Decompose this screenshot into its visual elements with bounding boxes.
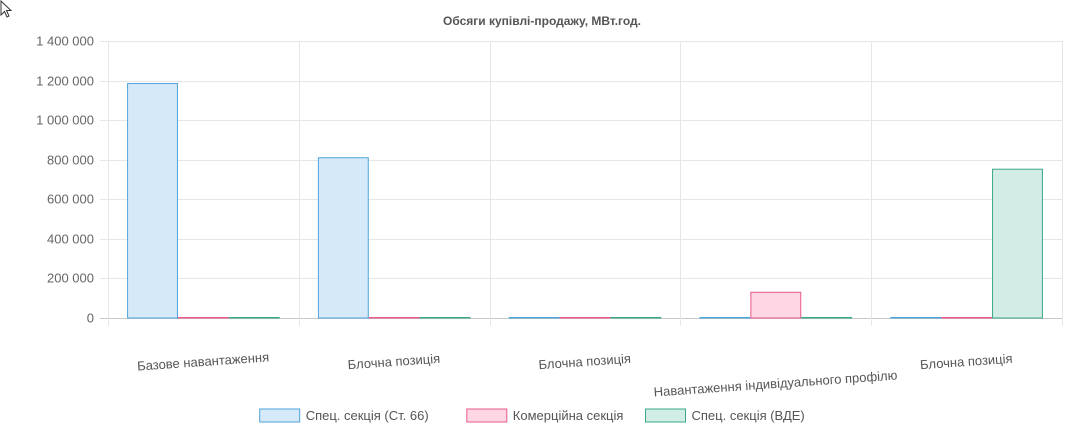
- bar: [177, 317, 229, 319]
- bars: [127, 83, 1043, 319]
- x-tick-label: Блочна позиція: [920, 351, 1013, 372]
- chart-title: Обсяги купівлі-продажу, МВт.год.: [443, 14, 641, 28]
- y-tick-label: 400 000: [47, 232, 94, 247]
- y-axis: 0 200 000 400 000 600 000 800 000 1 000 000 1 …: [36, 34, 94, 326]
- y-tick-label: 1 200 000: [36, 74, 94, 89]
- legend-swatch: [466, 408, 508, 423]
- bar: [801, 317, 853, 319]
- legend-swatch: [645, 408, 686, 423]
- legend-label: Спец. секція (ВДЕ): [692, 408, 805, 423]
- bar: [610, 317, 662, 319]
- x-tick-label: Блочна позиція: [347, 351, 440, 372]
- bar: [368, 317, 420, 319]
- bar: [317, 157, 369, 319]
- legend[interactable]: Спец. секція (Ст. 66) Комерційна секція Сп…: [259, 408, 805, 423]
- bar: [228, 317, 280, 319]
- y-tick-label: 1 400 000: [36, 34, 94, 49]
- legend-label: Спец. секція (Ст. 66): [306, 408, 429, 423]
- bar: [699, 317, 751, 319]
- y-tick-label: 200 000: [47, 271, 94, 286]
- x-tick-label: Блочна позиція: [538, 351, 631, 372]
- x-tick-label: Навантаження індивідуального профілю: [653, 367, 898, 399]
- bar: [890, 317, 942, 319]
- legend-label: Комерційна секція: [513, 408, 624, 423]
- bar: [992, 168, 1043, 319]
- bar: [559, 317, 611, 319]
- x-axis: Базове навантаження Блочна позиція Блочна …: [137, 349, 1013, 399]
- y-tick-label: 0: [87, 311, 94, 326]
- y-tick-label: 600 000: [47, 192, 94, 207]
- grid-lines: [100, 41, 1063, 326]
- bar: [941, 317, 993, 319]
- bar: [750, 291, 802, 319]
- mouse-cursor-icon: [0, 0, 13, 18]
- bar: [508, 317, 560, 319]
- y-tick-label: 800 000: [47, 153, 94, 168]
- bar: [127, 83, 178, 319]
- y-tick-label: 1 000 000: [36, 113, 94, 128]
- x-tick-label: Базове навантаження: [137, 349, 270, 373]
- legend-swatch: [259, 408, 301, 423]
- bar: [419, 317, 471, 319]
